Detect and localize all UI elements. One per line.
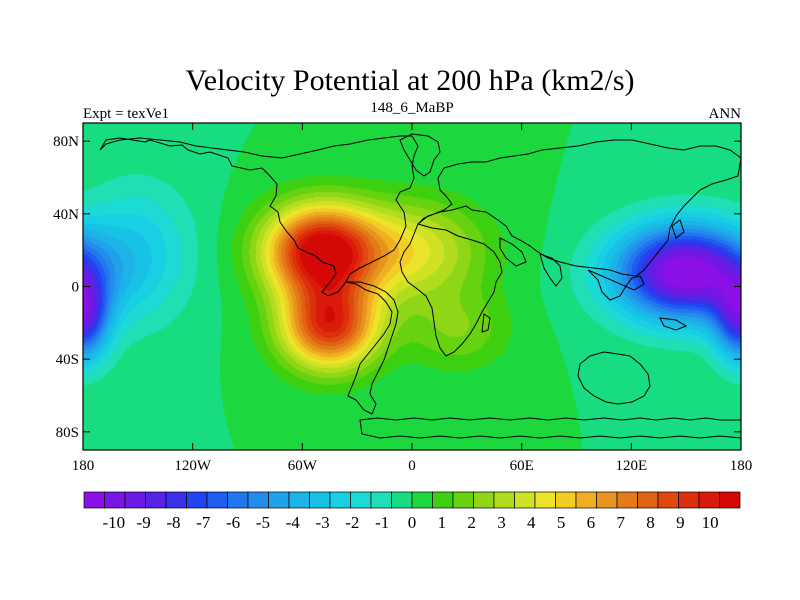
- colorbar-swatch: [206, 491, 228, 509]
- subtitle-left: Expt = texVe1: [83, 106, 169, 122]
- colorbar-label: 4: [527, 513, 536, 532]
- coastline-north-america: [99, 135, 419, 297]
- coastline-madagascar: [481, 313, 491, 333]
- colorbar-swatch: [391, 491, 413, 509]
- colorbar-label: -1: [375, 513, 389, 532]
- coastline-new-guinea: [659, 317, 688, 331]
- colorbar-swatch: [514, 491, 536, 509]
- colorbar-swatch: [452, 491, 474, 509]
- coastline-south-america: [345, 281, 399, 415]
- colorbar-swatch: [555, 491, 577, 509]
- colorbar-swatch: [657, 491, 679, 509]
- colorbar-label: 10: [702, 513, 719, 532]
- x-tick-label: 60W: [288, 458, 318, 474]
- coastline-arabia: [499, 237, 527, 267]
- colorbar-swatch: [473, 491, 495, 509]
- colorbar-label: 0: [408, 513, 417, 532]
- colorbar-swatch: [432, 491, 454, 509]
- colorbar-swatch: [637, 491, 659, 509]
- x-tick-label: 0: [408, 458, 416, 474]
- colorbar-label: 3: [497, 513, 506, 532]
- colorbar-swatch: [83, 491, 105, 509]
- contour-field: [83, 123, 741, 450]
- coastline-southeast-asia: [587, 269, 645, 301]
- colorbar-swatch: [247, 491, 269, 509]
- coastline-eurasia: [417, 139, 741, 277]
- colorbar-label: -9: [137, 513, 151, 532]
- colorbar-swatch: [309, 491, 331, 509]
- colorbar-label: -10: [102, 513, 125, 532]
- coastline-antarctica: [359, 417, 741, 439]
- subtitle-right: ANN: [709, 106, 742, 122]
- x-tick-label: 180: [72, 458, 95, 474]
- y-tick-label: 80S: [56, 425, 79, 441]
- subtitle-center: 148_6_MaBP: [370, 100, 453, 116]
- coastline-india: [539, 253, 563, 287]
- axis-ticks: [82, 123, 742, 450]
- x-tick-label: 60E: [510, 458, 534, 474]
- colorbar-label: 2: [467, 513, 476, 532]
- colorbar-swatch: [575, 491, 597, 509]
- y-tick-label: 0: [72, 280, 80, 296]
- colorbar-label: -8: [166, 513, 180, 532]
- contour-fill-image: [83, 123, 741, 450]
- x-tick-label: 180: [730, 458, 753, 474]
- colorbar: [83, 491, 741, 509]
- colorbar-label: 1: [438, 513, 447, 532]
- colorbar-label: -3: [315, 513, 329, 532]
- colorbar-swatch: [288, 491, 310, 509]
- colorbar-swatch: [370, 491, 392, 509]
- colorbar-label: -4: [286, 513, 301, 532]
- x-tick-label: 120E: [615, 458, 647, 474]
- colorbar-swatch: [719, 491, 741, 509]
- colorbar-swatch: [329, 491, 351, 509]
- colorbar-swatch: [534, 491, 556, 509]
- chart-title: Velocity Potential at 200 hPa (km2/s): [185, 64, 634, 97]
- colorbar-label: 5: [557, 513, 566, 532]
- colorbar-swatch: [186, 491, 208, 509]
- colorbar-swatch: [596, 491, 618, 509]
- colorbar-swatch: [350, 491, 372, 509]
- colorbar-swatch: [165, 491, 187, 509]
- colorbar-swatch: [227, 491, 249, 509]
- colorbar-label: -7: [196, 513, 211, 532]
- colorbar-labels: -10 -9 -8 -7 -6 -5 -4 -3 -2 -1 0 1 2 3 4 5 6 7 8 9 10: [102, 513, 718, 532]
- colorbar-swatch: [616, 491, 638, 509]
- coastline-australia: [577, 351, 651, 405]
- colorbar-label: -5: [256, 513, 270, 532]
- colorbar-swatch: [145, 491, 167, 509]
- continent-outlines: [99, 133, 741, 439]
- colorbar-swatch: [678, 491, 700, 509]
- colorbar-swatch: [411, 491, 433, 509]
- colorbar-label: 7: [616, 513, 625, 532]
- colorbar-label: 8: [646, 513, 655, 532]
- colorbar-swatch: [268, 491, 290, 509]
- colorbar-label: 6: [587, 513, 596, 532]
- coastline-greenland: [399, 133, 441, 177]
- colorbar-swatch: [698, 491, 720, 509]
- y-tick-label: 40S: [56, 352, 79, 368]
- colorbar-swatch: [493, 491, 515, 509]
- colorbar-label: -2: [345, 513, 359, 532]
- colorbar-label: 9: [676, 513, 685, 532]
- y-tick-label: 80N: [53, 134, 79, 150]
- coastline-africa: [399, 223, 503, 357]
- colorbar-swatch: [124, 491, 146, 509]
- colorbar-label: -6: [226, 513, 240, 532]
- coastline-japan: [671, 219, 685, 239]
- y-tick-label: 40N: [53, 207, 79, 223]
- colorbar-swatch: [104, 491, 126, 509]
- axis-labels: 180 120W 60W 0 60E 120E 180 80N 40N 0 40S 80S: [53, 134, 752, 474]
- x-tick-label: 120W: [174, 458, 212, 474]
